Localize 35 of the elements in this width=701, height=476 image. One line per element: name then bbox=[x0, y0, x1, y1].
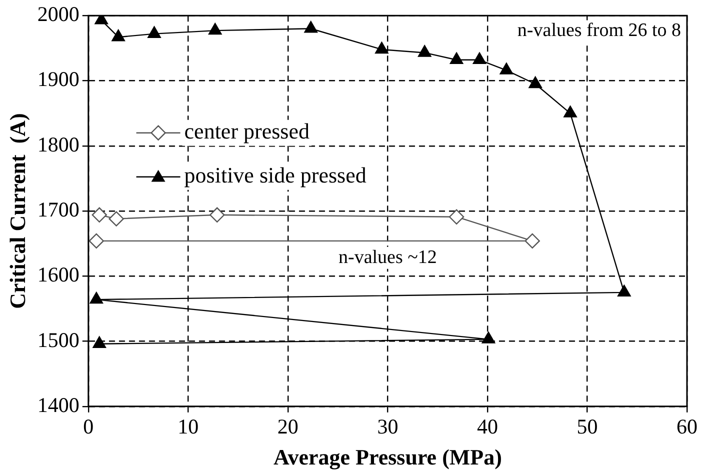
annotation: n-values ~12 bbox=[338, 246, 437, 268]
y-tick-label: 1400 bbox=[37, 392, 80, 417]
y-tick-label: 1600 bbox=[37, 262, 80, 287]
x-tick-label: 0 bbox=[83, 414, 94, 439]
point bbox=[450, 52, 464, 64]
legend-label: positive side pressed bbox=[184, 162, 366, 188]
point bbox=[564, 106, 577, 118]
x-tick-label: 30 bbox=[377, 414, 398, 439]
point bbox=[418, 45, 432, 57]
point bbox=[304, 21, 318, 33]
x-tick-label: 20 bbox=[277, 414, 298, 439]
point bbox=[500, 62, 514, 74]
x-tick-label: 60 bbox=[676, 414, 698, 439]
annotation: n-values from 26 to 8 bbox=[517, 20, 682, 42]
point bbox=[112, 29, 125, 42]
y-tick-label: 2000 bbox=[37, 2, 80, 26]
point bbox=[375, 42, 388, 54]
y-tick-label: 1800 bbox=[37, 132, 80, 156]
point bbox=[208, 22, 222, 35]
point bbox=[90, 292, 104, 304]
point bbox=[92, 336, 106, 348]
point bbox=[472, 52, 486, 64]
y-tick-label: 1700 bbox=[37, 198, 80, 222]
legend-label: center pressed bbox=[184, 118, 310, 144]
y-tick-label: 1900 bbox=[37, 67, 80, 92]
x-tick-label: 40 bbox=[476, 414, 498, 439]
point bbox=[482, 332, 496, 344]
y-axis-title: Critical Current (A) bbox=[4, 113, 30, 309]
x-axis-title: Average Pressure (MPa) bbox=[273, 444, 502, 470]
x-tick-label: 10 bbox=[178, 414, 199, 439]
point bbox=[617, 284, 631, 297]
point bbox=[148, 26, 161, 38]
x-tick-label: 50 bbox=[576, 414, 598, 439]
y-tick-label: 1500 bbox=[37, 328, 80, 352]
point bbox=[528, 76, 542, 88]
